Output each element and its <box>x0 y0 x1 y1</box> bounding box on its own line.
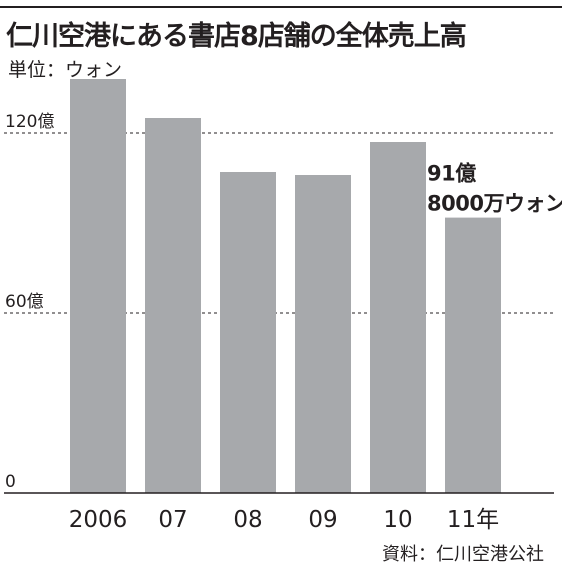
bar <box>220 172 276 493</box>
annotation-label: 8000万ウォン <box>427 192 562 216</box>
x-tick-label: 2006 <box>69 507 128 533</box>
x-tick-label: 07 <box>158 507 187 533</box>
y-tick-label: 60億 <box>5 292 44 312</box>
x-tick-label: 11年 <box>447 507 499 533</box>
unit-label: 単位：ウォン <box>8 59 123 81</box>
x-tick-label: 09 <box>308 507 337 533</box>
chart-title: 仁川空港にある書店8店舗の全体売上高 <box>6 21 467 52</box>
label-layer: 0 60億 120億 2006 07 08 09 10 11年 91億 8000万ウォン <box>4 112 562 533</box>
source-note: 資料：仁川空港公社 <box>382 544 544 565</box>
bar <box>295 175 351 493</box>
top-rule <box>0 6 562 8</box>
bar <box>145 118 201 493</box>
y-tick-label: 120億 <box>5 112 54 132</box>
x-tick-label: 08 <box>233 507 262 533</box>
x-tick-label: 10 <box>383 507 412 533</box>
y-tick-label: 0 <box>5 472 16 492</box>
bar <box>370 142 426 493</box>
bar-layer <box>70 79 501 493</box>
annotation-label: 91億 <box>427 162 476 186</box>
bar <box>445 217 501 493</box>
bar <box>70 79 126 493</box>
